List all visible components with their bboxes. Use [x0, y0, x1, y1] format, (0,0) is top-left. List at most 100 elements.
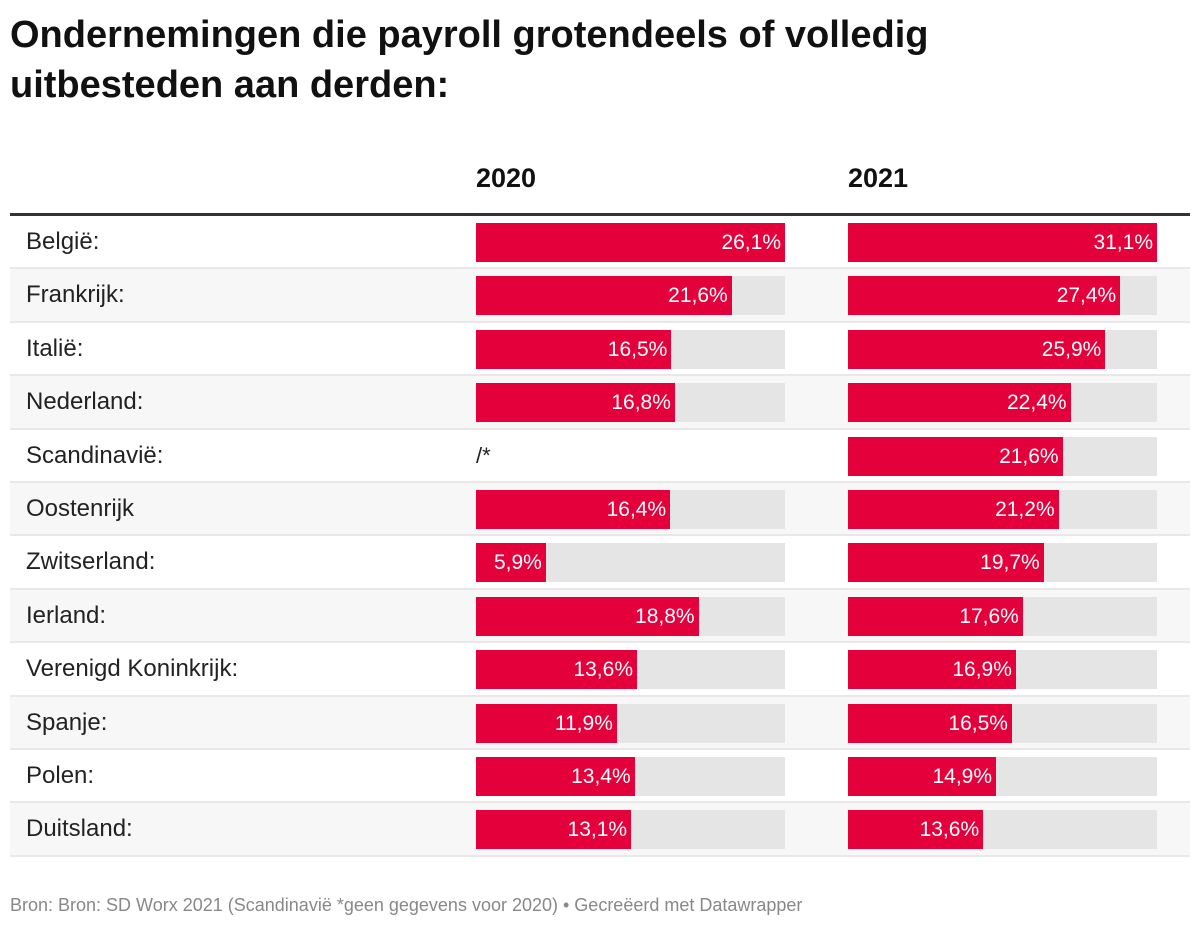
- bar-track-2020: 16,8%: [476, 383, 785, 423]
- table-row: Italië: 16,5% 25,9%: [10, 323, 1190, 377]
- bar-2021: 13,6%: [848, 810, 984, 850]
- bar-value-label: 13,1%: [567, 818, 628, 842]
- bar-2021: 25,9%: [848, 329, 1106, 369]
- bar-2020: 16,4%: [476, 489, 671, 529]
- bar-2020: 16,8%: [476, 383, 675, 423]
- bar-track-2020: 13,6%: [476, 650, 785, 690]
- bar-2020: 13,6%: [476, 650, 637, 690]
- bar-value-label: 16,9%: [952, 658, 1012, 682]
- table-row: Spanje: 11,9% 16,5%: [10, 696, 1190, 750]
- bar-2020: 5,9%: [476, 543, 546, 583]
- bar-2021: 17,6%: [848, 596, 1023, 636]
- bar-track-2020: 26,1%: [476, 223, 785, 262]
- bar-track-2020: 16,4%: [476, 489, 785, 529]
- row-label: Zwitserland:: [26, 548, 156, 576]
- bar-value-label: 14,9%: [932, 764, 993, 788]
- table-row: Frankrijk: 21,6% 27,4%: [10, 269, 1190, 323]
- bar-track-2020: 13,4%: [476, 756, 785, 796]
- bar-track-2021: 31,1%: [848, 223, 1157, 262]
- bar-value-label: 26,1%: [721, 231, 781, 254]
- table-row: Duitsland: 13,1% 13,6%: [10, 803, 1190, 857]
- bar-2020: 18,8%: [476, 596, 699, 636]
- bar-track-2021: 25,9%: [848, 329, 1157, 369]
- row-label: Spanje:: [26, 708, 108, 736]
- bar-2020: 26,1%: [476, 223, 785, 262]
- no-data-2020: /*: [476, 442, 491, 468]
- bar-2021: 22,4%: [848, 383, 1071, 423]
- bar-value-label: 18,8%: [635, 604, 695, 628]
- bar-value-label: 16,5%: [948, 711, 1008, 735]
- bar-value-label: 19,7%: [980, 551, 1040, 575]
- bar-value-label: 5,9%: [493, 551, 542, 575]
- bar-2020: 21,6%: [476, 276, 732, 316]
- table-row: Scandinavië: /* 21,6%: [10, 430, 1190, 483]
- row-label: Verenigd Koninkrijk:: [26, 655, 239, 683]
- row-label: Frankrijk:: [26, 281, 125, 309]
- row-label: Nederland:: [26, 388, 144, 416]
- bar-value-label: 13,4%: [571, 764, 631, 788]
- table-body: België: 26,1% 31,1% Frankrijk: 21,6% 27,4% Ita…: [10, 216, 1190, 857]
- bar-value-label: 13,6%: [573, 658, 633, 682]
- bar-track-2021: 27,4%: [848, 276, 1157, 316]
- bar-value-label: 21,6%: [668, 284, 728, 308]
- bar-track-2021: 19,7%: [848, 543, 1157, 583]
- bar-track-2021: 22,4%: [848, 383, 1157, 423]
- bar-value-label: 16,4%: [606, 497, 667, 521]
- header-rule: [10, 213, 1190, 216]
- bar-2021: 31,1%: [848, 223, 1157, 262]
- table-row: België: 26,1% 31,1%: [10, 216, 1190, 270]
- bar-value-label: 16,8%: [611, 391, 671, 415]
- bar-track-2020: 16,5%: [476, 329, 785, 369]
- bar-value-label: 22,4%: [1007, 391, 1067, 415]
- bar-2020: 13,1%: [476, 810, 632, 850]
- column-header-2020[interactable]: 2020: [476, 163, 537, 193]
- row-label: Oostenrijk: [26, 494, 135, 522]
- bar-2021: 27,4%: [848, 276, 1121, 316]
- bar-value-label: 11,9%: [554, 711, 613, 735]
- bar-value-label: 21,6%: [999, 444, 1059, 468]
- bar-2021: 19,7%: [848, 543, 1044, 583]
- row-label: Scandinavië:: [26, 441, 164, 469]
- bar-track-2021: 21,6%: [848, 436, 1157, 476]
- row-label: België:: [26, 228, 100, 255]
- bar-track-2021: 17,6%: [848, 596, 1157, 636]
- bar-track-2020: 11,9%: [476, 703, 785, 743]
- row-label: Ierland:: [26, 601, 107, 629]
- table-row: Oostenrijk 16,4% 21,2%: [10, 482, 1190, 537]
- bar-2021: 16,5%: [848, 703, 1012, 743]
- bar-value-label: 13,6%: [919, 818, 980, 842]
- row-label: Italië:: [26, 334, 84, 362]
- bar-track-2020: 5,9%: [476, 543, 785, 583]
- bar-2021: 16,9%: [848, 650, 1016, 690]
- bar-track-2021: 21,2%: [848, 489, 1157, 529]
- bar-track-2020: 21,6%: [476, 276, 785, 316]
- bar-2020: 16,5%: [476, 329, 672, 369]
- bar-track-2020: 18,8%: [476, 596, 785, 636]
- row-label: Polen:: [26, 761, 95, 789]
- bar-value-label: 16,5%: [607, 337, 668, 361]
- bar-track-2020: 13,1%: [476, 810, 785, 850]
- bar-2021: 14,9%: [848, 756, 997, 796]
- row-label: Duitsland:: [26, 815, 133, 843]
- table-row: Zwitserland: 5,9% 19,7%: [10, 536, 1190, 590]
- bar-2021: 21,2%: [848, 489, 1059, 529]
- bar-value-label: 27,4%: [1056, 284, 1117, 308]
- chart-title: Ondernemingen die payroll grotendeels of…: [10, 14, 929, 106]
- bar-value-label: 31,1%: [1093, 231, 1153, 254]
- bar-2020: 11,9%: [476, 703, 617, 743]
- bar-value-label: 21,2%: [995, 497, 1055, 521]
- bar-value-label: 25,9%: [1041, 337, 1102, 361]
- column-header-2021[interactable]: 2021: [848, 163, 909, 193]
- table-row: Verenigd Koninkrijk: 13,6% 16,9%: [10, 643, 1190, 697]
- table-row: Nederland: 16,8% 22,4%: [10, 376, 1190, 430]
- table-row: Polen: 13,4% 14,9%: [10, 750, 1190, 804]
- bar-value-label: 17,6%: [959, 604, 1019, 628]
- bar-track-2021: 14,9%: [848, 756, 1157, 796]
- table-row: Ierland: 18,8% 17,6%: [10, 589, 1190, 644]
- bar-track-2021: 16,5%: [848, 703, 1157, 743]
- bar-track-2021: 13,6%: [848, 810, 1157, 850]
- bar-track-2021: 16,9%: [848, 650, 1157, 690]
- bar-2020: 13,4%: [476, 756, 635, 796]
- bar-2021: 21,6%: [848, 436, 1063, 476]
- footer-source: Bron: Bron: SD Worx 2021 (Scandinavië *g…: [10, 895, 803, 915]
